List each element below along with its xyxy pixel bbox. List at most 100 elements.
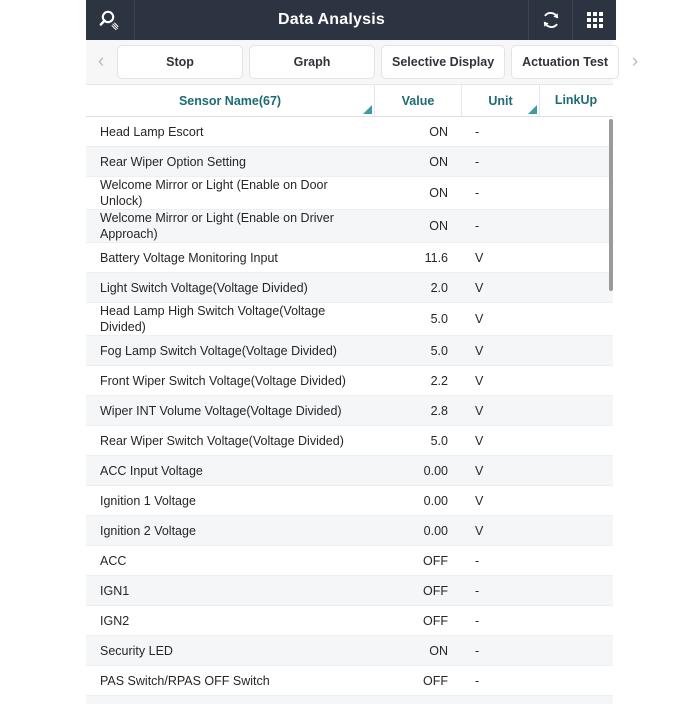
toolbar-prev-arrow[interactable]: ‹ — [97, 51, 105, 72]
cell-unit: V — [475, 493, 484, 508]
cell-unit: V — [475, 403, 484, 418]
table-row[interactable]: Rear Wiper Option Setting ON - — [86, 147, 613, 177]
stop-button[interactable]: Stop — [117, 45, 243, 79]
cell-value: 0.00 — [423, 463, 448, 478]
cell-value: 11.6 — [424, 250, 448, 265]
table-row[interactable]: Ignition 2 Voltage 0.00 V — [86, 516, 613, 546]
cell-value: 5.0 — [430, 312, 448, 326]
cell-unit: V — [475, 312, 484, 326]
grid-menu-icon[interactable] — [572, 0, 616, 40]
cell-unit: - — [475, 583, 480, 598]
cell-unit: - — [475, 186, 480, 200]
column-header-link-up[interactable]: Link Up — [540, 85, 612, 116]
cell-unit: V — [475, 250, 484, 265]
table-row[interactable]: Battery Voltage Monitoring Input 11.6 V — [86, 243, 613, 273]
column-header-sensor-name[interactable]: Sensor Name(67) — [86, 85, 375, 116]
cell-sensor-name: Light Switch Voltage(Voltage Divided) — [100, 280, 308, 295]
cell-sensor-name: Fog Lamp Switch Voltage(Voltage Divided) — [100, 343, 337, 358]
cell-value: ON — [429, 154, 448, 169]
cell-value: ON — [429, 124, 448, 139]
table-row[interactable]: Ignition 1 Voltage 0.00 V — [86, 486, 613, 516]
toolbar-next-arrow[interactable]: › — [631, 51, 639, 72]
table-row[interactable]: ACC OFF - — [86, 546, 613, 576]
cell-value: ON — [429, 219, 448, 233]
cell-unit: V — [475, 373, 484, 388]
cell-value: 5.0 — [430, 343, 448, 358]
selective-display-button[interactable]: Selective Display — [381, 45, 506, 79]
table-row[interactable]: IGN2 OFF - — [86, 606, 613, 636]
cell-unit: - — [475, 154, 480, 169]
cell-unit: V — [475, 433, 484, 448]
sensor-table: Head Lamp Escort ON - Rear Wiper Option Set… — [86, 117, 613, 704]
search-icon[interactable] — [86, 0, 135, 40]
cell-value: 2.2 — [430, 373, 448, 388]
column-header-unit-label: Unit — [488, 93, 513, 108]
cell-sensor-name: ACC Input Voltage — [100, 463, 203, 478]
cell-value: 0.00 — [423, 493, 448, 508]
column-header-sensor-name-label: Sensor Name(67) — [178, 93, 282, 108]
cell-value: 0.00 — [423, 523, 448, 538]
table-row[interactable]: Front Wiper Switch Voltage(Voltage Divid… — [86, 366, 613, 396]
cell-value: OFF — [423, 583, 448, 598]
table-row[interactable]: PAS Switch/RPAS OFF Switch OFF - — [86, 666, 613, 696]
table-row[interactable]: IGN1 OFF - — [86, 576, 613, 606]
title-bar: Data Analysis — [86, 0, 616, 40]
cell-value: OFF — [423, 613, 448, 628]
column-header-value[interactable]: Value — [375, 85, 462, 116]
cell-value: 2.0 — [430, 280, 448, 295]
table-row[interactable]: Security LED ON - — [86, 636, 613, 666]
cell-unit: - — [475, 613, 480, 628]
cell-unit: V — [475, 463, 484, 478]
cell-sensor-name: PAS Switch/RPAS OFF Switch — [100, 673, 270, 688]
cell-sensor-name: Rear Wiper Switch Voltage(Voltage Divide… — [100, 433, 344, 448]
cell-value: OFF — [423, 553, 448, 568]
cell-value: ON — [429, 186, 448, 200]
table-row[interactable]: Light Switch Voltage(Voltage Divided) 2.0… — [86, 273, 613, 303]
table-row[interactable]: Welcome Mirror or Light (Enable on Drive… — [86, 210, 613, 243]
cell-unit: V — [475, 523, 484, 538]
table-row[interactable]: Head Lamp High Switch Voltage(Voltage Di… — [86, 303, 613, 336]
cell-sensor-name: Welcome Mirror or Light (Enable on Door … — [100, 178, 328, 208]
sort-triangle-icon[interactable] — [528, 105, 537, 114]
cell-sensor-name: Head Lamp Escort — [100, 124, 204, 139]
cell-sensor-name: ACC — [100, 553, 127, 568]
data-analysis-screen: Data Analysis ‹ Stop Graph Selective Dis… — [86, 0, 638, 704]
cell-unit: - — [475, 124, 480, 139]
table-row[interactable]: PAS Indicator/RPAS OFF IndicatorOFF- — [86, 696, 613, 704]
refresh-icon[interactable] — [528, 0, 572, 40]
actuation-test-button[interactable]: Actuation Test — [511, 45, 620, 79]
cell-value: OFF — [423, 673, 448, 688]
cell-sensor-name: Ignition 2 Voltage — [100, 523, 196, 538]
cell-unit: - — [475, 219, 480, 233]
column-header-link-up-line1: Link — [554, 93, 581, 107]
sort-triangle-icon[interactable] — [363, 105, 372, 114]
table-row[interactable]: Welcome Mirror or Light (Enable on Door … — [86, 177, 613, 210]
sensor-table-body: Head Lamp Escort ON - Rear Wiper Option Set… — [86, 117, 613, 704]
cell-value: 5.0 — [430, 433, 448, 448]
cell-sensor-name: Rear Wiper Option Setting — [100, 154, 246, 169]
cell-sensor-name: Security LED — [100, 643, 173, 658]
table-row[interactable]: Rear Wiper Switch Voltage(Voltage Divide… — [86, 426, 613, 456]
graph-button[interactable]: Graph — [249, 45, 375, 79]
cell-sensor-name: Front Wiper Switch Voltage(Voltage Divid… — [100, 373, 346, 388]
table-row[interactable]: Wiper INT Volume Voltage(Voltage Divided… — [86, 396, 613, 426]
cell-sensor-name: Head Lamp High Switch Voltage(Voltage Di… — [100, 304, 326, 334]
cell-unit: - — [475, 553, 480, 568]
cell-value: 2.8 — [430, 403, 448, 418]
cell-sensor-name: IGN2 — [100, 613, 130, 628]
vertical-scrollbar[interactable] — [609, 119, 613, 291]
cell-unit: V — [475, 280, 484, 295]
cell-unit: - — [475, 673, 480, 688]
table-row[interactable]: ACC Input Voltage 0.00 V — [86, 456, 613, 486]
table-column-headers: Sensor Name(67) Value Unit Link Up — [86, 85, 613, 117]
cell-sensor-name: Battery Voltage Monitoring Input — [100, 250, 278, 265]
cell-sensor-name: Ignition 1 Voltage — [100, 493, 196, 508]
action-toolbar: ‹ Stop Graph Selective Display Actuation… — [86, 40, 638, 85]
table-row[interactable]: Head Lamp Escort ON - — [86, 117, 613, 147]
table-row[interactable]: Fog Lamp Switch Voltage(Voltage Divided)… — [86, 336, 613, 366]
column-header-value-label: Value — [401, 93, 435, 108]
column-header-unit[interactable]: Unit — [462, 85, 540, 116]
cell-value: ON — [429, 643, 448, 658]
cell-sensor-name: Wiper INT Volume Voltage(Voltage Divided… — [100, 403, 342, 418]
cell-unit: V — [475, 343, 484, 358]
